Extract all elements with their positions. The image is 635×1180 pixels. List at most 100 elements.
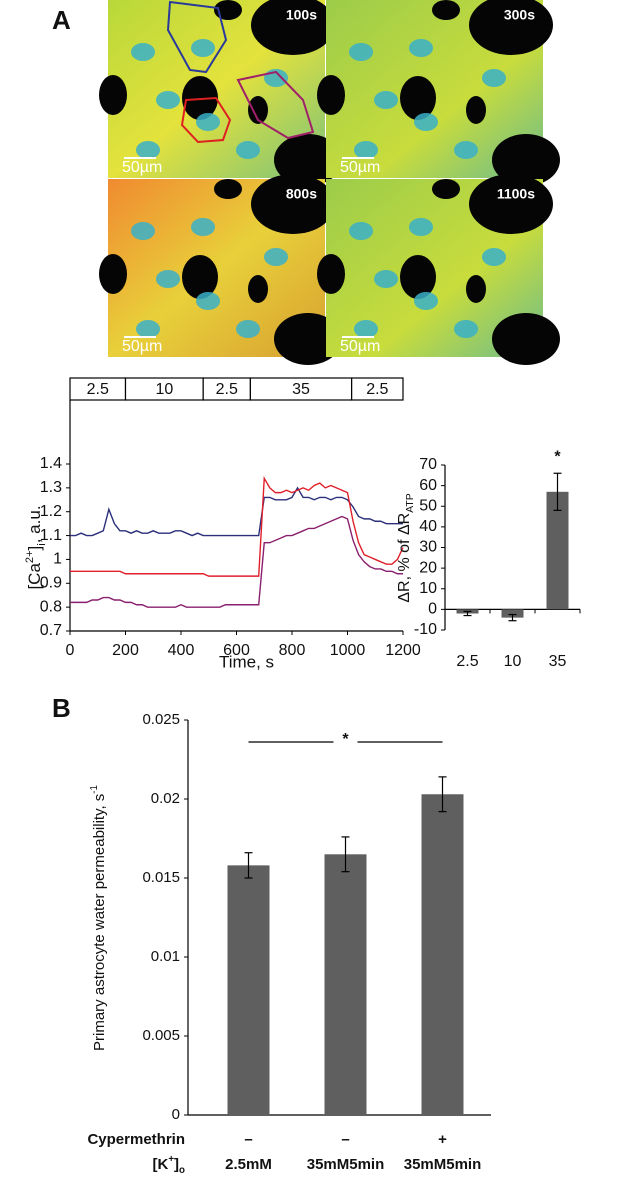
- condition-label: 2.5: [87, 381, 109, 398]
- x-tick-label: 1200: [385, 642, 421, 659]
- nucleus: [414, 113, 438, 131]
- panel-label: B: [52, 693, 71, 723]
- label-part: i: [36, 543, 48, 545]
- nucleus: [482, 248, 506, 266]
- y-tick-label: 0: [172, 1106, 180, 1123]
- y-axis-label: ΔR, % of ΔRATP: [396, 493, 416, 602]
- y-tick-label: 1.3: [40, 479, 62, 496]
- y-tick-label: 50: [419, 497, 437, 514]
- x-tick-label: 800: [279, 642, 306, 659]
- dark-region: [400, 76, 436, 120]
- dark-region: [99, 254, 127, 294]
- nucleus: [136, 320, 160, 338]
- y-tick-label: 30: [419, 539, 437, 556]
- annotation: *: [342, 731, 349, 748]
- row-value: 35mM5min: [307, 1156, 385, 1173]
- y-tick-label: 0.01: [151, 948, 180, 965]
- y-tick-label: 60: [419, 477, 437, 494]
- bar: [227, 865, 270, 1115]
- label-part: +: [168, 1154, 174, 1165]
- micrograph: 300s 50µm: [317, 0, 560, 186]
- bar: [421, 794, 464, 1115]
- x-tick-label: 600: [223, 642, 250, 659]
- nucleus: [136, 141, 160, 159]
- dark-region: [469, 0, 553, 55]
- y-tick-label: 40: [419, 518, 437, 535]
- nucleus: [131, 222, 155, 240]
- dark-region: [99, 75, 127, 115]
- dark-region: [466, 275, 486, 303]
- y-tick-label: 20: [419, 559, 437, 576]
- y-tick-label: 0.005: [142, 1027, 180, 1044]
- dark-region: [466, 96, 486, 124]
- nucleus: [196, 113, 220, 131]
- label-part: [Ca: [25, 563, 44, 590]
- label-part: Cypermethrin: [87, 1131, 185, 1148]
- roi: [236, 70, 315, 140]
- nucleus: [349, 43, 373, 61]
- row-value: 2.5mM: [225, 1156, 272, 1173]
- y-tick-label: 10: [419, 580, 437, 597]
- nucleus: [409, 39, 433, 57]
- nucleus: [191, 218, 215, 236]
- dark-region: [214, 0, 242, 20]
- nucleus: [409, 218, 433, 236]
- roi: [166, 0, 228, 74]
- condition-label: 2.5: [366, 381, 388, 398]
- y-tick-label: 1: [53, 551, 62, 568]
- bar: [324, 854, 367, 1115]
- nucleus: [196, 292, 220, 310]
- dark-region: [274, 134, 342, 186]
- bar: [546, 491, 569, 610]
- row-label: [K+]o: [153, 1154, 186, 1176]
- y-tick-label: 0: [428, 601, 437, 618]
- scale-label: 50µm: [122, 338, 162, 355]
- label-part: ]: [174, 1156, 179, 1173]
- nucleus: [414, 292, 438, 310]
- panel-label: A: [52, 5, 71, 35]
- x-tick-label: 2.5: [456, 653, 478, 670]
- nucleus: [354, 141, 378, 159]
- series-line: [70, 475, 404, 577]
- bar: [501, 609, 524, 618]
- dark-region: [492, 134, 560, 186]
- time-label: 100s: [286, 7, 317, 23]
- annotation: *: [554, 448, 561, 465]
- dark-region: [182, 76, 218, 120]
- dark-region: [492, 313, 560, 365]
- time-label: 800s: [286, 186, 317, 202]
- nucleus: [236, 141, 260, 159]
- nucleus: [131, 43, 155, 61]
- row-value: –: [341, 1131, 349, 1148]
- nucleus: [454, 320, 478, 338]
- y-axis-label: Primary astrocyte water permeability, s-…: [89, 785, 108, 1051]
- dark-region: [469, 174, 553, 234]
- dark-region: [274, 313, 342, 365]
- y-tick-label: 0.015: [142, 869, 180, 886]
- dark-region: [432, 0, 460, 20]
- dark-region: [251, 174, 335, 234]
- micrograph: 100s 50µm: [99, 0, 342, 186]
- row-value: 35mM5min: [404, 1156, 482, 1173]
- dark-region: [317, 75, 345, 115]
- condition-label: 10: [155, 381, 173, 398]
- scale-label: 50µm: [122, 159, 162, 176]
- roi: [180, 96, 232, 144]
- time-label: 300s: [504, 7, 535, 23]
- y-tick-label: -10: [414, 621, 437, 638]
- condition-segment: [351, 377, 404, 401]
- dark-region: [251, 0, 335, 55]
- dark-region: [248, 275, 268, 303]
- y-tick-label: 1.1: [40, 527, 62, 544]
- condition-label: 35: [292, 381, 310, 398]
- dark-region: [214, 179, 242, 199]
- nucleus: [156, 270, 180, 288]
- scale-label: 50µm: [340, 159, 380, 176]
- x-tick-label: 0: [66, 642, 75, 659]
- x-tick-label: 200: [112, 642, 139, 659]
- y-tick-label: 1.4: [40, 455, 62, 472]
- x-tick-label: 35: [549, 653, 567, 670]
- series-line: [70, 486, 403, 537]
